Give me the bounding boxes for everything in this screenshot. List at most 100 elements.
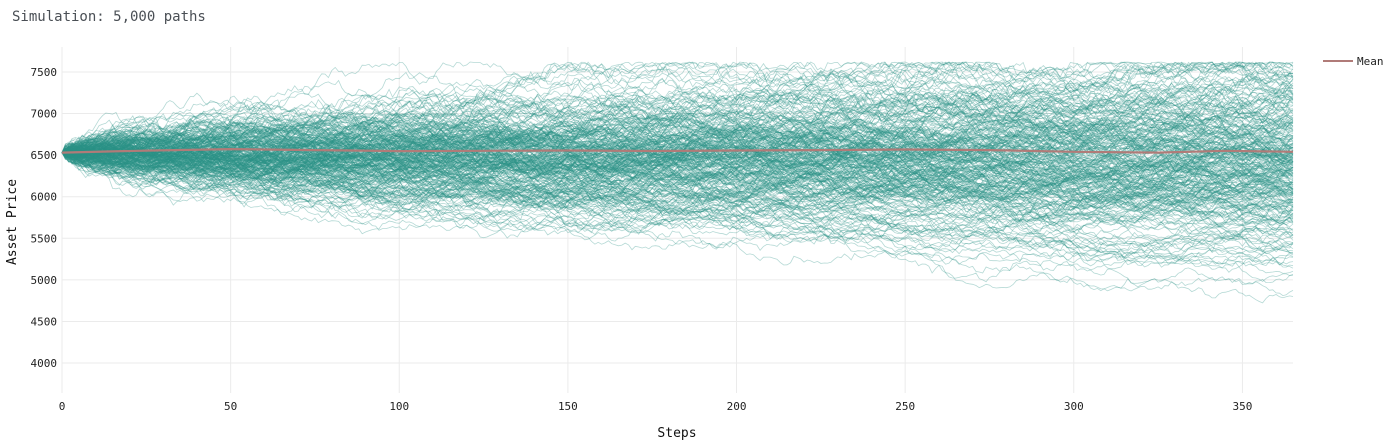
simulation-path — [61, 152, 1294, 286]
simulation-path — [61, 61, 1294, 156]
simulation-path — [61, 61, 1294, 157]
simulation-path — [61, 136, 1294, 202]
simulation-path — [61, 86, 1294, 163]
simulation-path — [61, 125, 1294, 214]
simulation-path — [61, 140, 1294, 219]
simulation-path — [61, 136, 1294, 205]
simulation-path — [61, 112, 1294, 193]
simulation-path — [61, 79, 1294, 182]
simulation-path — [61, 79, 1294, 172]
simulation-path — [62, 62, 1294, 163]
simulation-path — [61, 116, 1294, 213]
simulation-path — [61, 149, 1294, 226]
simulation-path — [61, 114, 1294, 212]
simulation-path — [61, 142, 1294, 207]
simulation-path — [61, 92, 1294, 177]
simulation-path — [61, 142, 1294, 224]
simulation-path — [61, 141, 1294, 198]
simulation-path — [61, 78, 1294, 153]
simulation-path — [61, 138, 1294, 209]
x-tick-label-150: 150 — [558, 400, 578, 413]
simulation-path — [61, 113, 1294, 169]
simulation-path — [61, 128, 1294, 180]
simulation-path — [61, 152, 1294, 224]
simulation-path — [61, 143, 1294, 227]
simulation-path — [61, 124, 1294, 262]
simulation-path — [61, 129, 1294, 273]
simulation-path — [61, 145, 1294, 213]
simulation-path — [61, 118, 1294, 179]
simulation-path — [61, 133, 1294, 184]
simulation-path — [61, 148, 1294, 212]
simulation-path — [61, 78, 1294, 162]
simulation-path — [61, 129, 1294, 297]
simulation-path — [61, 131, 1294, 185]
simulation-path — [61, 119, 1294, 189]
simulation-path — [61, 61, 1294, 153]
x-tick-label-100: 100 — [389, 400, 409, 413]
simulation-path — [61, 119, 1294, 201]
simulation-path — [61, 135, 1293, 200]
simulation-path — [61, 111, 1294, 172]
simulation-path — [61, 137, 1294, 203]
simulation-path — [61, 117, 1294, 178]
simulation-path — [61, 87, 1294, 153]
simulation-path — [61, 116, 1294, 193]
simulation-path — [61, 69, 1294, 153]
simulation-path — [61, 138, 1294, 202]
simulation-path — [61, 135, 1294, 231]
simulation-path — [61, 115, 1294, 176]
y-tick-label-4500: 4500 — [31, 315, 58, 328]
simulation-path — [61, 149, 1294, 261]
simulation-path — [61, 72, 1294, 154]
simulation-path — [61, 152, 1294, 207]
simulation-path — [61, 130, 1294, 215]
simulation-path — [61, 138, 1294, 218]
simulation-path — [61, 112, 1294, 175]
y-tick-label-5500: 5500 — [31, 232, 58, 245]
simulation-path — [61, 125, 1294, 175]
simulation-path — [61, 115, 1294, 190]
simulation-path — [61, 136, 1294, 188]
simulation-path — [61, 128, 1294, 199]
simulation-path — [61, 93, 1294, 161]
simulation-path — [61, 144, 1294, 238]
x-tick-label-0: 0 — [59, 400, 66, 413]
y-tick-label-7000: 7000 — [31, 108, 58, 121]
simulation-path — [61, 117, 1294, 174]
x-tick-label-250: 250 — [895, 400, 915, 413]
simulation-path — [61, 112, 1294, 204]
simulation-path — [61, 144, 1294, 206]
simulation-path — [61, 98, 1294, 167]
simulation-path — [61, 132, 1294, 187]
simulation-path — [61, 61, 1294, 189]
simulation-path — [61, 118, 1294, 165]
simulation-path — [61, 79, 1294, 153]
x-axis-title: Steps — [657, 426, 696, 441]
simulation-path — [61, 120, 1294, 186]
simulation-path — [61, 70, 1294, 160]
simulation-path — [61, 85, 1294, 178]
simulation-path — [61, 152, 1294, 238]
simulation-path — [61, 84, 1294, 153]
simulation-path — [61, 130, 1294, 223]
simulation-path — [61, 122, 1294, 197]
simulation-path — [61, 109, 1294, 169]
simulation-path — [61, 88, 1294, 179]
simulation-path — [61, 89, 1294, 171]
simulation-path — [61, 143, 1294, 231]
simulation-path — [61, 141, 1294, 205]
simulation-path — [61, 87, 1294, 171]
simulation-path — [61, 111, 1294, 201]
mean-series — [61, 147, 1294, 154]
simulation-path — [61, 124, 1294, 178]
simulation-path — [61, 61, 1294, 198]
simulation-path — [61, 115, 1294, 190]
simulation-path — [61, 120, 1294, 183]
simulation-path — [61, 140, 1294, 193]
simulation-path — [61, 109, 1294, 178]
simulation-path — [61, 144, 1294, 227]
simulation-path — [61, 79, 1294, 201]
simulation-path — [61, 111, 1294, 175]
